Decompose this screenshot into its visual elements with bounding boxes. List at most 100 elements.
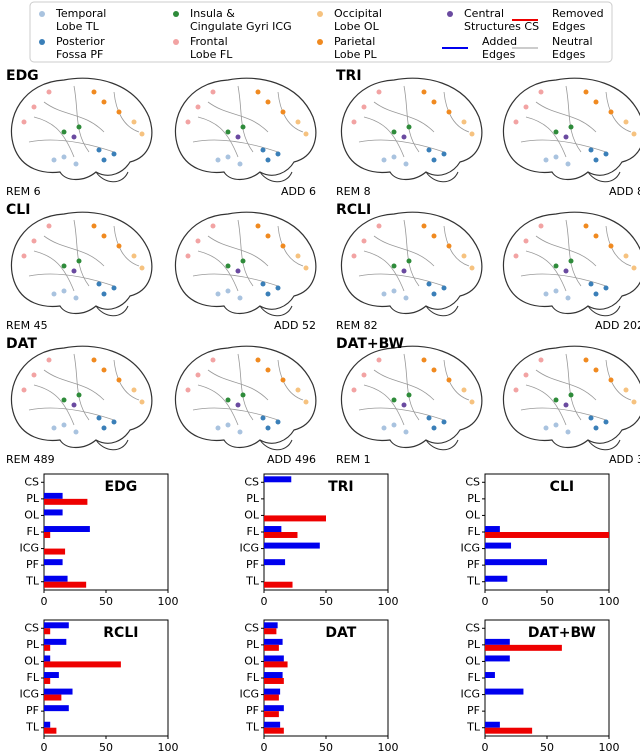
node-dot [71,134,77,140]
node-dot [210,89,216,95]
brain-sulcus [520,273,607,287]
node-dot [215,425,221,431]
brain [174,345,317,451]
bar [264,644,279,651]
brain-sulcus [520,407,607,421]
y-tick-label: CS [465,621,480,634]
y-tick-label: ICG [461,688,480,701]
node-dot [593,233,599,239]
bar [44,694,62,701]
node-dot [139,399,145,405]
bar [485,655,510,662]
node-dot [210,357,216,363]
legend-label: Added [482,35,517,48]
node-dot [401,268,407,274]
node-dot [588,147,594,153]
bar [44,661,121,668]
brain-sulcus [443,359,470,401]
brain-sulcus [28,273,115,287]
x-tick-label: 0 [261,741,268,754]
brain-outline [340,77,483,181]
bar [264,515,326,522]
chart-title: RCLI [103,625,138,641]
node-dot [391,288,397,294]
y-tick-label: OL [244,654,260,667]
bar [485,688,524,695]
node-dot [235,134,241,140]
brain-outline [502,211,640,315]
node-dot [303,265,309,271]
node-dot [608,109,614,115]
bar [44,532,51,538]
y-tick-label: CS [244,621,259,634]
node-dot [225,397,231,403]
brain-sulcus [113,359,140,401]
bar [264,532,298,538]
brain-sulcus [43,369,105,401]
node-dot [225,129,231,135]
bar [44,727,57,734]
node-dot [446,377,452,383]
removed-count: REM 1 [336,453,371,466]
node-dot [421,357,427,363]
node-dot [431,99,437,105]
legend-label: Frontal [190,35,228,48]
y-tick-label: PL [26,492,40,505]
legend-label: Cingulate Gyri ICG [190,20,292,33]
node-dot [568,258,574,264]
node-dot [593,291,599,297]
node-dot [361,372,367,378]
brain-sulcus [113,225,140,267]
bar [44,705,69,712]
y-tick-label: CS [24,475,39,488]
brain-outline [502,77,640,181]
brain-outline [502,345,640,449]
node-dot [441,151,447,157]
node-dot [623,253,629,259]
brain-sulcus [207,101,269,133]
legend-label: Lobe OL [334,20,380,33]
added-count: ADD 52 [274,319,316,332]
node-dot [131,387,137,393]
node-dot [565,161,571,167]
brain [502,345,640,451]
node-dot [401,402,407,408]
node-dot [111,419,117,425]
y-tick-label: TL [466,721,481,734]
node-dot [593,425,599,431]
node-dot [116,377,122,383]
node-dot [553,288,559,294]
node-dot [588,415,594,421]
legend-marker [173,39,179,45]
node-dot [426,281,432,287]
node-dot [553,129,559,135]
node-dot [513,387,519,393]
node-dot [255,357,261,363]
node-dot [608,377,614,383]
node-dot [513,119,519,125]
node-dot [295,387,301,393]
brain-outline [587,305,621,317]
legend-marker [39,11,45,17]
brain-sulcus [197,116,239,158]
chart-title: DAT+BW [528,625,596,641]
x-tick-label: 50 [540,595,554,608]
y-tick-label: FL [247,525,260,538]
bar [485,532,609,538]
node-dot [275,151,281,157]
node-dot [403,429,409,435]
brain-outline [174,77,317,181]
bar [44,672,59,678]
node-dot [21,119,27,125]
bar [264,672,283,678]
node-dot [603,151,609,157]
bar [264,727,284,734]
x-tick-label: 100 [158,595,179,608]
node-dot [631,131,637,137]
brain [10,77,153,183]
panel-title: DAT+BW [336,336,404,352]
brain [174,211,317,317]
node-dot [431,291,437,297]
brain-sulcus [403,219,420,287]
bar [44,644,51,651]
